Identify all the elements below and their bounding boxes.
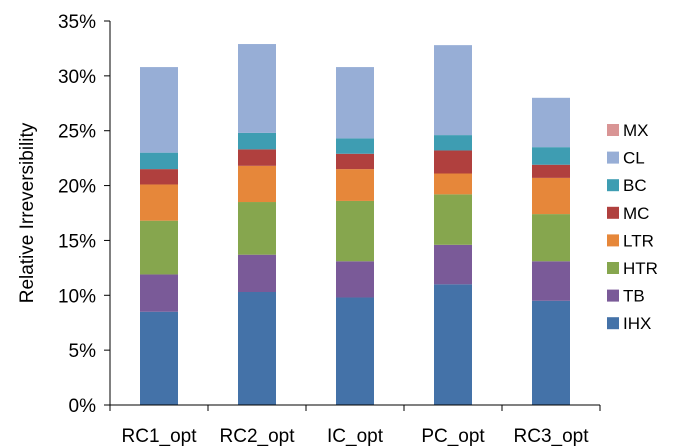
legend-label: BC [623,176,647,195]
legend-label: HTR [623,259,658,278]
y-tick-label: 10% [58,286,96,307]
x-category-label: RC1_opt [122,426,198,447]
y-axis-title: Relative Irreversibility [17,122,38,303]
bar-segment-mc [434,150,472,174]
bar-segment-tb [140,274,178,312]
legend-swatch-ltr [607,234,619,247]
bar-segment-htr [336,200,374,262]
bar-segment-ltr [336,169,374,201]
legend-swatch-mx [607,124,619,136]
legend-swatch-cl [607,151,619,164]
bar-segment-ihx [532,300,570,405]
bar-segment-tb [532,261,570,301]
bar-segment-cl [238,44,276,133]
bar-segment-ihx [434,284,472,405]
legend-label: CL [623,149,645,168]
bar-segment-bc [532,147,570,165]
legend-label: MC [623,204,649,223]
bar-segment-bc [140,152,178,170]
x-category-label: IC_opt [327,426,384,447]
bar-segment-bc [434,135,472,151]
bar-segment-htr [532,214,570,262]
bar-segment-tb [238,254,276,292]
x-axis: RC1_opt RC2_opt IC_opt PC_opt RC3_opt [109,404,601,447]
x-category-label: RC2_opt [220,426,296,447]
legend-swatch-bc [607,179,619,192]
bar-segment-htr [238,202,276,255]
legend-label: MX [623,121,649,140]
legend-label: LTR [623,231,654,250]
bar-segment-ltr [532,177,570,215]
y-tick-label: 15% [58,231,96,252]
bar-segment-bc [336,138,374,154]
y-tick-label: 25% [58,122,96,143]
y-tick-label: 20% [58,177,96,198]
x-category-label: RC3_opt [514,426,590,447]
bar-segment-ihx [140,311,178,405]
bar-segment-bc [238,132,276,150]
legend-label: TB [623,287,645,306]
y-tick-label: 35% [58,12,96,33]
legend-swatch-htr [607,262,619,274]
bar-segment-cl [532,97,570,148]
y-axis: 0% 5% 10% 15% 20% 25% 30% 35% [58,12,111,417]
bar-segment-mc [336,153,374,170]
legend-swatch-mc [607,206,619,219]
bar-segment-ihx [336,297,374,405]
bars [140,44,570,405]
bar-segment-cl [140,67,178,153]
bar-segment-htr [434,194,472,245]
y-tick-label: 5% [69,341,97,362]
bar-segment-mc [238,149,276,166]
y-tick-label: 0% [69,396,97,417]
legend-swatch-tb [607,289,619,302]
legend: MX CL BC MC LTR HTR TB IHX [607,121,658,333]
bar-segment-htr [140,220,178,275]
bar-segment-mc [140,169,178,185]
bar-segment-cl [336,67,374,139]
bar-segment-ihx [238,291,276,405]
bar-segment-ltr [238,165,276,203]
bar-segment-ltr [434,173,472,195]
bar-segment-tb [336,261,374,298]
y-tick-label: 30% [58,67,96,88]
legend-label: IHX [623,314,651,333]
x-category-label: PC_opt [421,426,485,447]
bar-segment-ltr [140,184,178,221]
bar-segment-mc [532,164,570,178]
bar-segment-cl [434,45,472,136]
bar-segment-tb [434,244,472,285]
legend-swatch-ihx [607,317,619,330]
